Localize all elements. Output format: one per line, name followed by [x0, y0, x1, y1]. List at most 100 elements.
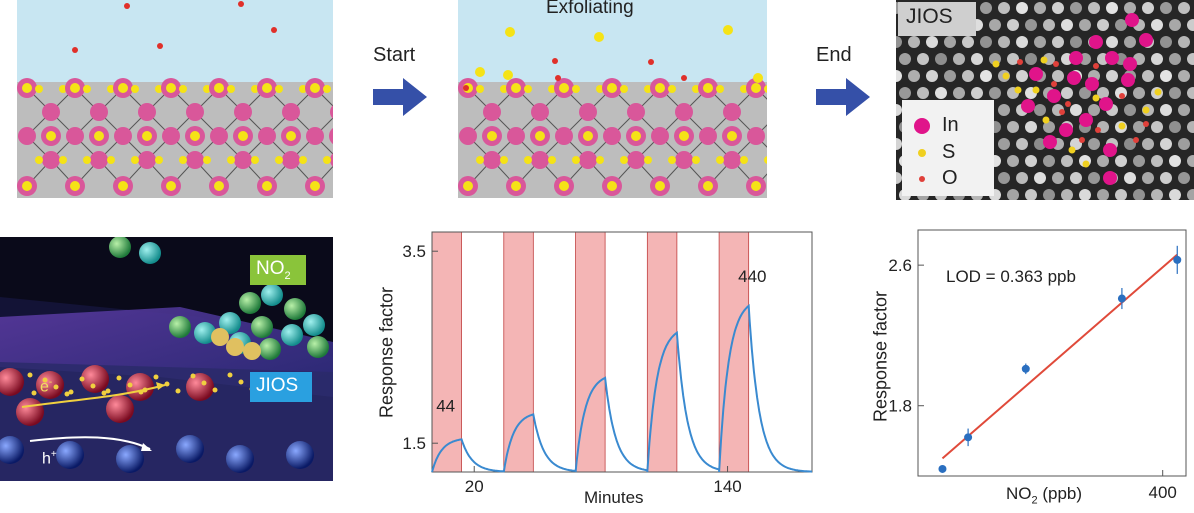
indium-atom	[747, 127, 765, 145]
sulfur-atom	[548, 85, 556, 93]
indium-atom	[555, 127, 573, 145]
sulfur-atom	[166, 83, 176, 93]
sulfur-atom	[275, 85, 283, 93]
lattice-column	[962, 36, 974, 48]
x-tick-label: 140	[713, 477, 741, 496]
oxygen-atom	[1133, 137, 1139, 143]
indium-atom	[1085, 77, 1099, 91]
oxygen-atom	[238, 1, 244, 7]
sulfur-atom	[751, 181, 761, 191]
lattice-column	[1061, 19, 1073, 31]
micrograph-svg	[896, 0, 1194, 200]
plot-frame	[917, 229, 1187, 477]
lattice-atoms	[17, 78, 333, 196]
sulfur-atom	[476, 156, 484, 164]
indium-atom	[18, 127, 36, 145]
lattice-column	[1151, 19, 1163, 31]
lattice-column	[1016, 36, 1028, 48]
sulfur-atom	[1154, 88, 1162, 96]
start-label: Start	[373, 44, 416, 66]
sulfur-atom	[286, 131, 296, 141]
indium-atom	[1121, 73, 1135, 87]
lattice-column	[1160, 138, 1172, 150]
sulfur-atom	[716, 85, 724, 93]
sulfur-ball	[226, 445, 254, 473]
lattice-column	[935, 53, 947, 65]
sulfur-atom	[596, 85, 604, 93]
lattice-column	[998, 36, 1010, 48]
indium-atom	[1139, 33, 1153, 47]
oxygen-atom	[124, 3, 130, 9]
sulfur-atom	[118, 83, 128, 93]
lattice-column	[1124, 138, 1136, 150]
sulfur-atom	[214, 181, 224, 191]
lattice-column	[1160, 172, 1172, 184]
indium-atom	[329, 128, 333, 144]
indium-ball	[106, 395, 134, 423]
sulfur-atom	[740, 156, 748, 164]
sulfur-atom	[596, 156, 604, 164]
indium-atom	[603, 127, 621, 145]
sulfur-atom	[155, 156, 163, 164]
oxygen-atom	[1095, 127, 1101, 133]
lattice-column	[1034, 104, 1046, 116]
lattice-column	[908, 70, 920, 82]
oxygen-atom	[1017, 59, 1023, 65]
sulfur-atom	[692, 85, 700, 93]
sulfur-atom	[107, 156, 115, 164]
oxygen-atom	[1051, 81, 1057, 87]
exposure-band	[646, 231, 678, 473]
lattice-column	[980, 2, 992, 14]
sulfur-atom	[1032, 86, 1040, 94]
sulfur-atom	[655, 83, 665, 93]
chart2-xlabel: NO2 (ppb)	[1006, 484, 1082, 506]
electron-dot	[238, 379, 244, 385]
indium-ball	[36, 371, 64, 399]
lattice-column	[935, 87, 947, 99]
lattice-column	[1133, 121, 1145, 133]
electron-dot	[164, 381, 170, 387]
lattice-column	[1151, 121, 1163, 133]
sulfur-atom	[323, 156, 331, 164]
electron-dot	[53, 384, 59, 390]
sulfur-atom	[131, 156, 139, 164]
sulfur-atom	[59, 85, 67, 93]
water-oxygen-atoms	[72, 1, 277, 53]
sulfur-atom	[262, 83, 272, 93]
sulfur-atom	[607, 83, 617, 93]
indium-atom	[1099, 97, 1113, 111]
sulfur-atom	[1068, 146, 1076, 154]
sulfur-atom	[655, 181, 665, 191]
sulfur-atom	[59, 156, 67, 164]
sulfur-atom	[203, 85, 211, 93]
oxygen-atom	[1065, 101, 1071, 107]
sulfur-atom	[572, 156, 580, 164]
lattice-column	[1025, 189, 1037, 200]
sulfur-atom	[572, 85, 580, 93]
lattice-column	[896, 138, 902, 150]
fit-line	[941, 253, 1178, 460]
sulfur-atom	[70, 83, 80, 93]
electron-dot	[127, 382, 133, 388]
lattice-column	[1079, 19, 1091, 31]
indium-atom	[531, 103, 549, 121]
legend-in-marker	[914, 118, 930, 134]
lattice-column	[1025, 19, 1037, 31]
sulfur-atom	[83, 156, 91, 164]
no2-molecule-ball	[251, 316, 273, 338]
indium-atom	[627, 103, 645, 121]
sulfur-atom	[505, 27, 515, 37]
x-tick-label: 20	[465, 477, 484, 496]
concentration-annotation: 44	[436, 397, 455, 416]
lattice-column	[926, 36, 938, 48]
oxygen-atom	[271, 27, 277, 33]
sulfur-ball	[56, 441, 84, 469]
sulfur-atom	[190, 131, 200, 141]
lattice-column	[1016, 2, 1028, 14]
electron-dot	[190, 373, 196, 379]
hole-superscript: +	[50, 449, 57, 460]
sulfur-atom	[179, 156, 187, 164]
sulfur-atom	[727, 131, 737, 141]
lattice-column	[1043, 19, 1055, 31]
no2-molecule-ball	[139, 242, 161, 264]
